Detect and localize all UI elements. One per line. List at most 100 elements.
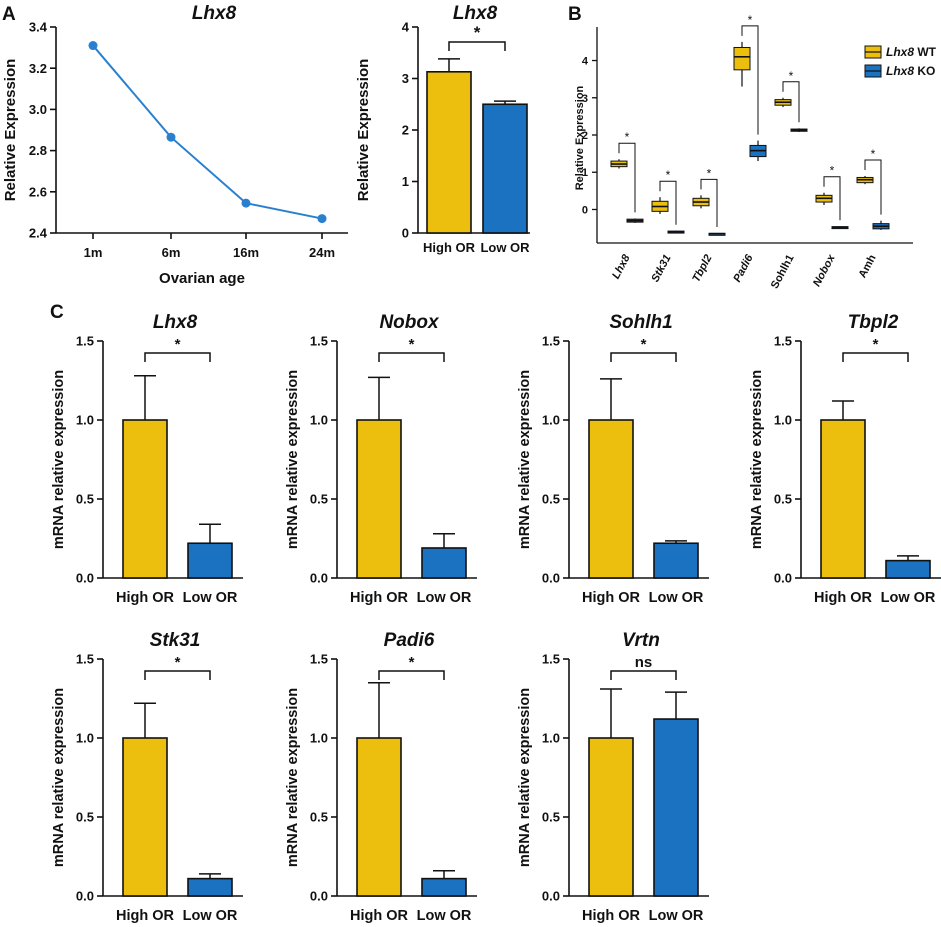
significance-bracket xyxy=(618,142,636,213)
y-tick-label: 2.6 xyxy=(29,184,47,199)
bar-low-or xyxy=(421,547,467,579)
chart-c1: Lhx8 0.0 0.5 1.0 1.5 mRNA relative expression… xyxy=(51,312,243,606)
significance-label: * xyxy=(789,69,794,83)
y-tick-label: 4 xyxy=(402,20,410,35)
y-tick-label: 4 xyxy=(582,56,589,68)
significance-bracket xyxy=(659,180,677,225)
significance-bracket xyxy=(144,670,211,680)
bar-high-or xyxy=(588,419,634,579)
y-tick-label: 0.0 xyxy=(542,571,560,586)
chart-title: Sohlh1 xyxy=(609,312,672,333)
y-tick-label: 2.8 xyxy=(29,143,47,158)
significance-bracket xyxy=(378,352,445,362)
significance-label: * xyxy=(175,654,181,671)
chart-title: Stk31 xyxy=(150,630,201,651)
x-tick-label: Padi6 xyxy=(731,252,756,284)
x-tick-label: Low OR xyxy=(480,240,530,255)
y-tick-label: 0.5 xyxy=(542,492,560,507)
y-axis-label: Relative Expression xyxy=(2,59,19,202)
y-tick-label: 1.0 xyxy=(310,731,328,746)
legend-label: Lhx8 KO xyxy=(886,64,935,78)
y-axis-label: mRNA relative expression xyxy=(517,688,533,867)
significance-bracket xyxy=(782,81,800,123)
y-tick-label: 0.0 xyxy=(310,889,328,904)
y-tick-label: 3.2 xyxy=(29,61,47,76)
x-tick-label: High OR xyxy=(116,908,175,924)
y-tick-label: 0.5 xyxy=(542,810,560,825)
chart-c6: Padi6 0.0 0.5 1.0 1.5 mRNA relative expressio… xyxy=(285,630,477,924)
significance-label: * xyxy=(871,147,876,161)
bar-high-or xyxy=(426,71,472,234)
bar-low-or xyxy=(421,877,467,897)
box-wt xyxy=(733,46,751,71)
y-tick-label: 2.4 xyxy=(29,226,48,241)
y-tick-label: 1.5 xyxy=(774,334,792,349)
chart-a1: Lhx8 2.4 2.6 2.8 3.0 3.2 3.4 Relative Expressio… xyxy=(2,3,348,287)
y-tick-label: 3.0 xyxy=(29,102,47,117)
y-tick-label: 0.5 xyxy=(774,492,792,507)
bar-low-or xyxy=(482,103,528,234)
x-tick-label: Low OR xyxy=(417,590,472,606)
y-axis-label: mRNA relative expression xyxy=(51,688,67,867)
significance-label: * xyxy=(873,336,879,353)
y-tick-label: 1.5 xyxy=(76,334,94,349)
y-tick-label: 0.0 xyxy=(542,889,560,904)
x-tick-label: Tbpl2 xyxy=(690,253,714,285)
y-axis-label: Relative Expression xyxy=(574,85,586,190)
chart-c5: Stk31 0.0 0.5 1.0 1.5 mRNA relative expressio… xyxy=(51,630,243,924)
significance-label: * xyxy=(666,168,671,182)
y-tick-label: 0.5 xyxy=(76,492,94,507)
significance-label: * xyxy=(707,166,712,180)
y-tick-label: 1 xyxy=(402,174,409,189)
chart-c4: Tbpl2 0.0 0.5 1.0 1.5 mRNA relative expressio… xyxy=(749,312,941,606)
y-tick-label: 1.5 xyxy=(310,652,328,667)
panel-label-b: B xyxy=(568,4,582,25)
y-tick-label: 0 xyxy=(402,226,409,241)
panel-label-c: C xyxy=(50,302,64,323)
significance-bracket xyxy=(144,352,211,362)
significance-label: * xyxy=(175,336,181,353)
x-tick-label: Low OR xyxy=(183,908,238,924)
chart-title: Lhx8 xyxy=(192,3,237,24)
significance-label: * xyxy=(641,336,647,353)
chart-title: Vrtn xyxy=(622,630,660,651)
y-tick-label: 3.4 xyxy=(29,20,48,35)
significance-bracket xyxy=(378,670,445,680)
bar-low-or xyxy=(187,877,233,897)
y-axis-label: Relative Expression xyxy=(355,59,372,202)
y-tick-label: 2 xyxy=(582,130,588,142)
y-tick-label: 1.5 xyxy=(76,652,94,667)
chart-title: Tbpl2 xyxy=(848,312,899,333)
chart-a2: Lhx8 0 1 2 3 4 Relative Expression High OR Low O… xyxy=(355,3,530,255)
y-tick-label: 1.0 xyxy=(76,413,94,428)
chart-c3: Sohlh1 0.0 0.5 1.0 1.5 mRNA relative expressi… xyxy=(517,312,709,606)
significance-bracket xyxy=(610,670,677,680)
significance-bracket xyxy=(610,352,677,362)
y-axis-label: mRNA relative expression xyxy=(51,370,67,549)
data-point xyxy=(241,198,251,208)
significance-bracket xyxy=(448,41,506,51)
y-tick-label: 0.0 xyxy=(76,571,94,586)
bar-low-or xyxy=(885,559,931,579)
chart-b: 0 1 2 3 4 Relative Expression * Lhx8 * Stk31 * Tbpl… xyxy=(574,13,937,291)
y-tick-label: 1.5 xyxy=(310,334,328,349)
y-tick-label: 0.0 xyxy=(310,571,328,586)
x-tick-label: 24m xyxy=(309,245,335,260)
y-tick-label: 1.0 xyxy=(774,413,792,428)
y-tick-label: 0.0 xyxy=(76,889,94,904)
x-axis-label: Ovarian age xyxy=(159,270,245,287)
x-tick-label: High OR xyxy=(116,590,175,606)
significance-label: * xyxy=(409,336,415,353)
x-tick-label: High OR xyxy=(814,590,873,606)
bar-high-or xyxy=(356,737,402,897)
x-tick-label: High OR xyxy=(350,908,409,924)
x-tick-label: Nobox xyxy=(811,252,838,289)
bar-low-or xyxy=(653,542,699,579)
y-axis-label: mRNA relative expression xyxy=(285,370,301,549)
legend-label: Lhx8 WT xyxy=(886,45,937,59)
y-tick-label: 1.5 xyxy=(542,334,560,349)
x-tick-label: Low OR xyxy=(417,908,472,924)
x-tick-label: High OR xyxy=(582,908,641,924)
chart-c7: Vrtn 0.0 0.5 1.0 1.5 mRNA relative expression… xyxy=(517,630,709,924)
